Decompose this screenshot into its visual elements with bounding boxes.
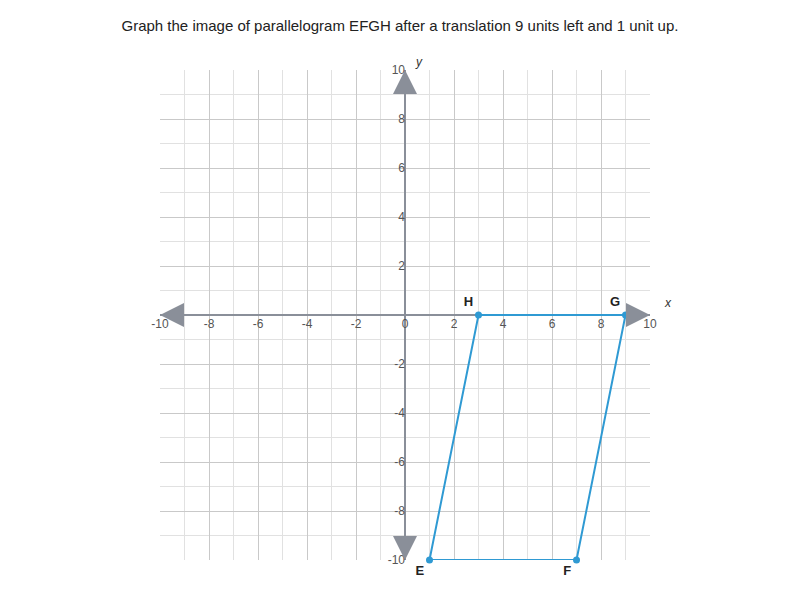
svg-text:8: 8 <box>598 317 605 331</box>
svg-text:-10: -10 <box>151 317 169 331</box>
svg-text:G: G <box>610 294 620 309</box>
svg-text:-8: -8 <box>394 504 405 518</box>
svg-text:Graph the image of parallelogr: Graph the image of parallelogram EFGH af… <box>122 17 679 34</box>
svg-text:4: 4 <box>500 317 507 331</box>
svg-text:6: 6 <box>398 161 405 175</box>
svg-text:-6: -6 <box>394 455 405 469</box>
svg-text:-10: -10 <box>388 553 406 567</box>
svg-text:x: x <box>664 296 672 310</box>
svg-text:8: 8 <box>398 112 405 126</box>
svg-text:6: 6 <box>549 317 556 331</box>
svg-text:F: F <box>563 563 571 578</box>
svg-text:-8: -8 <box>204 317 215 331</box>
svg-text:H: H <box>464 294 473 309</box>
svg-text:4: 4 <box>398 210 405 224</box>
svg-text:-6: -6 <box>253 317 264 331</box>
svg-text:-2: -2 <box>351 317 362 331</box>
svg-text:10: 10 <box>643 317 657 331</box>
svg-text:2: 2 <box>451 317 458 331</box>
svg-text:-2: -2 <box>394 357 405 371</box>
svg-text:0: 0 <box>402 317 409 331</box>
svg-text:-4: -4 <box>302 317 313 331</box>
svg-text:-4: -4 <box>394 406 405 420</box>
svg-text:10: 10 <box>392 63 406 77</box>
svg-text:E: E <box>415 563 424 578</box>
svg-text:2: 2 <box>398 259 405 273</box>
svg-text:y: y <box>415 55 423 69</box>
